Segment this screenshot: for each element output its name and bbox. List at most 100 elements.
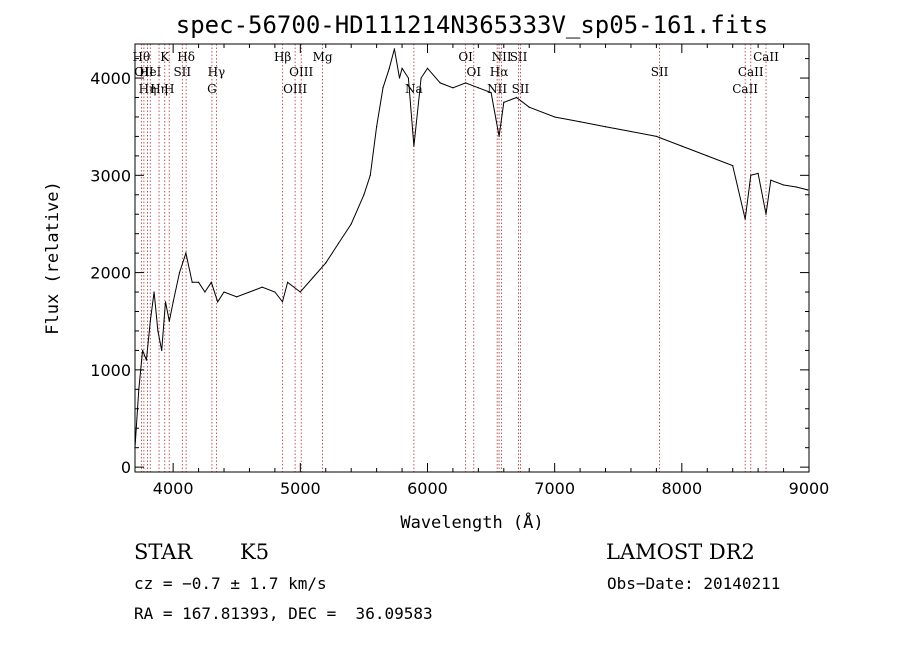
y-tick-label-4000: 4000: [90, 69, 131, 88]
data-point-55: [655, 135, 657, 138]
data-point-17: [217, 301, 219, 303]
data-point-2: [142, 349, 144, 352]
line-label-8: Hδ: [177, 50, 195, 64]
data-point-26: [312, 276, 314, 279]
y-axis-label: Flux (relative): [43, 181, 63, 335]
x-tick-label-8000: 8000: [661, 479, 702, 498]
data-point-4: [149, 320, 151, 322]
plot-frame: [134, 43, 810, 473]
data-point-52: [579, 121, 581, 123]
data-point-53: [604, 126, 607, 128]
data-point-27: [325, 262, 327, 264]
data-point-57: [706, 155, 708, 157]
data-point-21: [261, 286, 263, 288]
line-label-14: Mg: [313, 50, 333, 64]
line-label-11: Hβ: [274, 50, 291, 64]
line-label-2: Hη: [139, 82, 157, 96]
data-point-60: [750, 174, 752, 176]
data-point-15: [204, 291, 206, 293]
data-point-11: [178, 271, 181, 274]
line-label-4: Hη: [150, 82, 168, 96]
x-tick-label-7000: 7000: [534, 479, 575, 498]
data-point-29: [350, 223, 352, 225]
data-point-45: [477, 87, 479, 89]
data-point-36: [398, 77, 401, 79]
data-point-38: [407, 77, 410, 79]
line-label-17: OI: [466, 65, 481, 79]
data-point-35: [393, 48, 396, 50]
spectrum-series: [134, 48, 809, 449]
data-point-28: [337, 242, 340, 245]
line-label-3: HeI: [139, 65, 162, 79]
x-axis-ticks: 4000 5000 6000 7000 8000 9000: [153, 44, 830, 498]
data-point-9: [168, 320, 170, 322]
data-point-58: [732, 164, 734, 167]
data-point-19: [236, 296, 238, 298]
coordinates: RA = 167.81393, DEC = 36.09583: [134, 604, 433, 623]
data-point-5: [153, 291, 155, 293]
data-point-65: [795, 186, 797, 188]
line-label-0: Hθ: [133, 50, 151, 64]
data-point-66: [807, 189, 809, 191]
data-point-64: [782, 184, 785, 186]
data-point-37: [401, 67, 403, 69]
data-point-23: [281, 301, 284, 303]
y-tick-label-2000: 2000: [90, 264, 131, 283]
x-tick-label-5000: 5000: [280, 479, 321, 498]
line-label-12: OIII: [283, 82, 307, 96]
y-tick-label-0: 0: [121, 458, 131, 477]
data-point-6: [157, 330, 159, 332]
line-label-7: SII: [173, 65, 191, 79]
data-point-25: [299, 291, 301, 293]
line-label-18: NII: [487, 82, 507, 96]
line-label-16: OI: [458, 50, 473, 64]
chart-title: spec-56700-HD111214N365333V_sp05-161.fit…: [176, 11, 768, 39]
data-point-16: [210, 281, 212, 283]
line-label-9: G: [207, 82, 217, 96]
x-tick-label-9000: 9000: [789, 479, 830, 498]
data-point-63: [770, 179, 772, 181]
data-point-47: [498, 135, 500, 138]
data-point-12: [185, 252, 187, 254]
data-point-24: [287, 281, 289, 283]
data-point-59: [744, 218, 746, 220]
observation-date: Obs−Date: 20140211: [607, 574, 781, 593]
data-point-41: [426, 67, 429, 69]
data-point-31: [369, 174, 371, 176]
data-point-44: [465, 82, 467, 84]
data-point-54: [630, 130, 632, 133]
data-point-51: [554, 116, 556, 118]
line-label-24: CaII: [732, 82, 758, 96]
survey-name: LAMOST DR2: [606, 540, 755, 564]
line-label-25: CaII: [738, 65, 764, 79]
data-point-10: [172, 301, 174, 303]
line-label-23: SII: [651, 65, 669, 79]
line-label-22: SII: [512, 82, 530, 96]
data-point-22: [274, 291, 276, 293]
x-tick-label-4000: 4000: [153, 479, 194, 498]
object-class: STAR: [134, 540, 193, 564]
line-label-5: K: [160, 50, 170, 64]
data-point-42: [439, 82, 441, 84]
data-point-13: [191, 281, 193, 283]
data-point-18: [223, 291, 225, 293]
spectrum-line: [134, 48, 808, 448]
data-point-7: [161, 349, 163, 352]
data-point-46: [490, 92, 492, 94]
line-label-10: Hγ: [208, 65, 226, 79]
line-label-26: CaII: [753, 50, 779, 64]
line-label-21: SII: [510, 50, 528, 64]
data-point-40: [420, 77, 422, 79]
redshift-velocity: cz = −0.7 ± 1.7 km/s: [134, 574, 327, 593]
data-point-61: [757, 172, 759, 174]
line-label-19: Hα: [490, 65, 509, 79]
line-label-20: NII: [492, 50, 512, 64]
x-tick-label-6000: 6000: [407, 479, 448, 498]
data-point-43: [452, 87, 454, 89]
data-point-30: [363, 194, 365, 196]
data-point-50: [528, 106, 530, 108]
line-label-1: OII: [134, 65, 154, 79]
data-point-14: [197, 281, 200, 283]
spectral-line-markers: HθOIIHηHeIHηKHSIIHδGHγHβOIIIOIIIMgNaOIOI…: [133, 44, 779, 472]
